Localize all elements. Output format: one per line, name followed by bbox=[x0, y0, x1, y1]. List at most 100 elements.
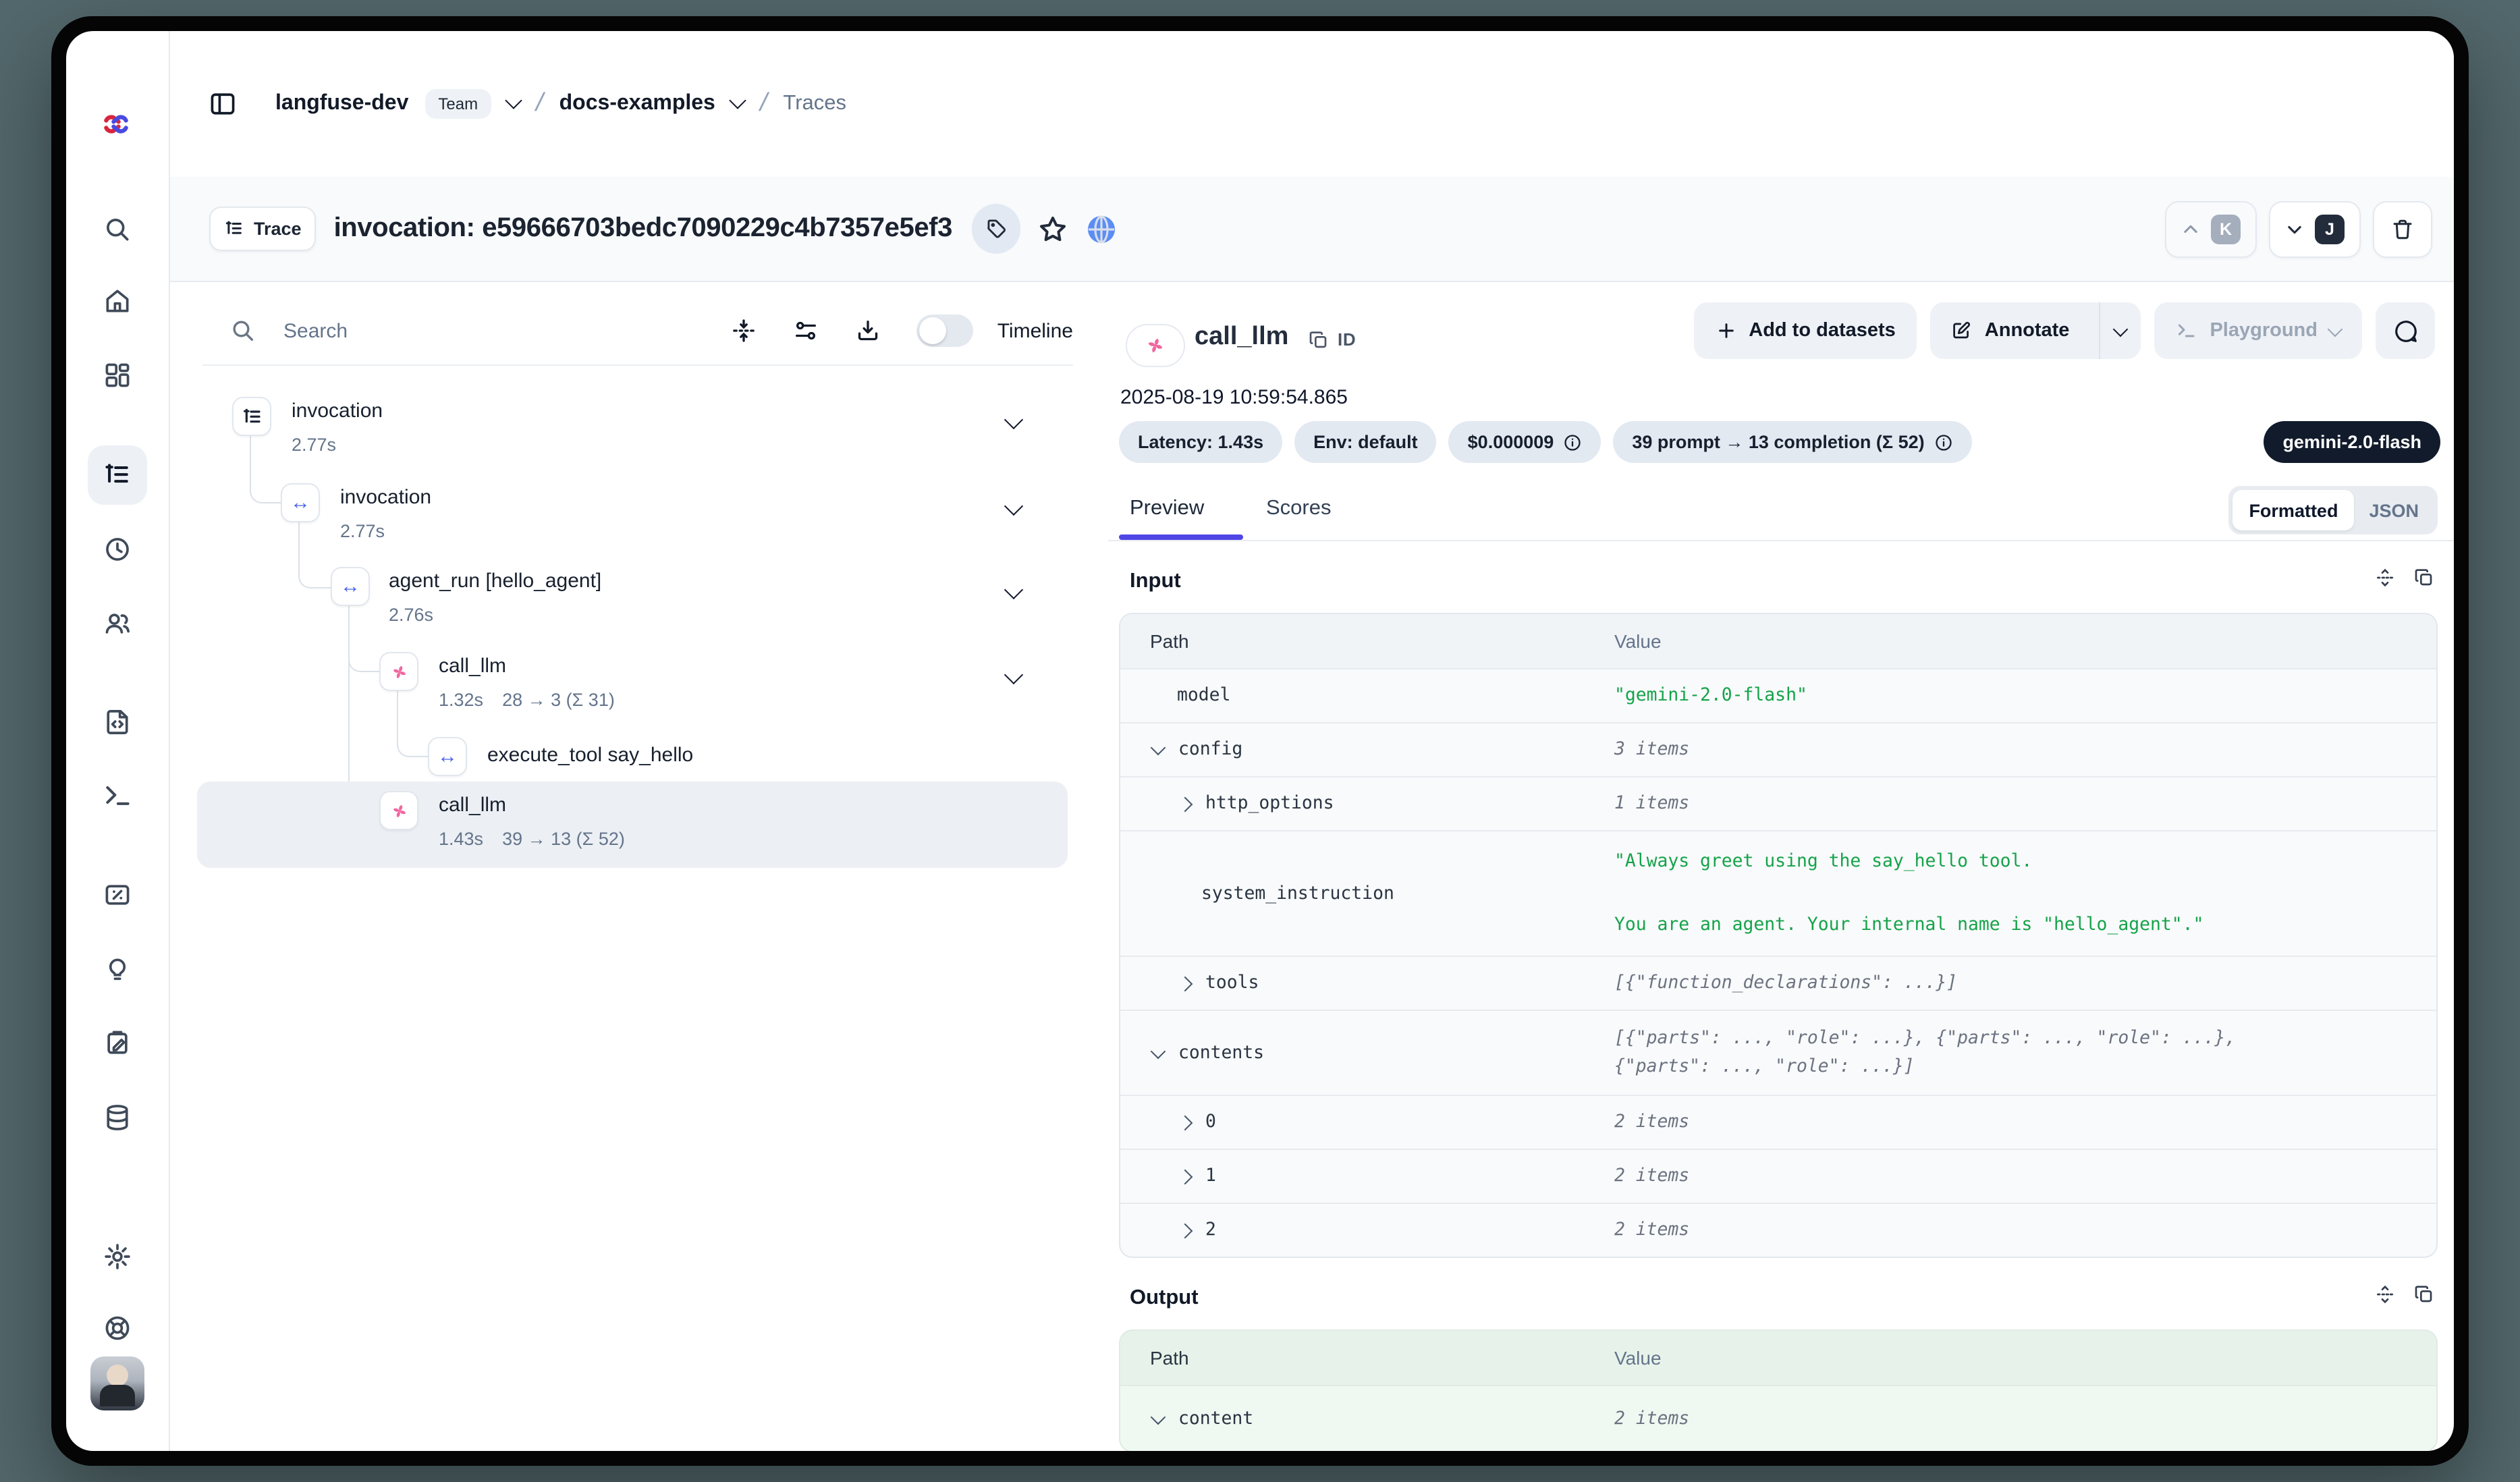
table-row[interactable]: model "gemini-2.0-flash" bbox=[1120, 668, 2436, 722]
format-toggle: Formatted JSON bbox=[2228, 486, 2438, 534]
comments-button[interactable] bbox=[2376, 302, 2435, 359]
generation-icon bbox=[379, 652, 418, 691]
sessions-clock-icon[interactable] bbox=[103, 534, 132, 564]
tags-button[interactable] bbox=[972, 204, 1021, 254]
annotate-button[interactable]: Annotate bbox=[1931, 302, 2087, 359]
search-icon[interactable] bbox=[103, 215, 132, 244]
timeline-label: Timeline bbox=[997, 319, 1073, 342]
expander-open-icon[interactable] bbox=[1150, 740, 1166, 756]
insights-lightbulb-icon[interactable] bbox=[103, 954, 132, 984]
expand-icon[interactable] bbox=[2374, 1284, 2396, 1305]
expander-closed-icon[interactable] bbox=[1177, 1114, 1193, 1130]
observation-detail-panel: call_llm ID Add to datasets Annotate bbox=[1108, 281, 2454, 1451]
playground-terminal-icon[interactable] bbox=[103, 780, 132, 810]
settings-gear-icon[interactable] bbox=[103, 1242, 132, 1271]
home-icon[interactable] bbox=[103, 286, 132, 316]
copy-icon[interactable] bbox=[2413, 1284, 2435, 1305]
breadcrumb-page[interactable]: Traces bbox=[783, 91, 846, 114]
table-row[interactable]: 2 2 items bbox=[1120, 1203, 2436, 1257]
trace-chip-label: Trace bbox=[254, 219, 302, 239]
table-row[interactable]: 0 2 items bbox=[1120, 1095, 2436, 1149]
datasets-database-icon[interactable] bbox=[103, 1103, 132, 1132]
metric-badges: Latency: 1.43s Env: default $0.000009 39… bbox=[1119, 421, 2440, 463]
tab-scores[interactable]: Scores bbox=[1266, 497, 1332, 520]
bookmark-star-icon[interactable] bbox=[1037, 213, 1070, 245]
model-badge[interactable]: gemini-2.0-flash bbox=[2264, 421, 2440, 463]
project-name[interactable]: docs-examples bbox=[559, 91, 715, 114]
user-avatar[interactable] bbox=[90, 1356, 144, 1410]
evaluation-percent-icon[interactable] bbox=[103, 880, 132, 910]
output-table: Path Value content 2 items bbox=[1119, 1329, 2438, 1451]
trace-tree-panel: Timeline invocation 2.77s ↔ bbox=[170, 281, 1108, 1451]
input-table: Path Value model "gemini-2.0-flash" conf… bbox=[1119, 613, 2438, 1258]
public-globe-icon[interactable] bbox=[1086, 213, 1118, 245]
expander-open-icon[interactable] bbox=[1150, 1043, 1166, 1059]
expander-closed-icon[interactable] bbox=[1177, 1222, 1193, 1238]
search-input[interactable] bbox=[281, 318, 583, 344]
expander-closed-icon[interactable] bbox=[1177, 1168, 1193, 1184]
table-row[interactable]: config 3 items bbox=[1120, 722, 2436, 776]
copy-id-icon[interactable] bbox=[1308, 329, 1330, 351]
id-label: ID bbox=[1338, 329, 1357, 350]
table-row[interactable]: tools [{"function_declarations": ...}] bbox=[1120, 956, 2436, 1010]
collapse-all-icon[interactable] bbox=[730, 317, 757, 344]
collapse-chevron-icon[interactable] bbox=[1004, 496, 1024, 516]
download-icon[interactable] bbox=[854, 317, 881, 344]
table-row[interactable]: system_instruction "Always greet using t… bbox=[1120, 830, 2436, 956]
add-to-datasets-button[interactable]: Add to datasets bbox=[1693, 302, 1917, 359]
tree-search-row: Timeline bbox=[202, 297, 1073, 366]
generation-icon bbox=[379, 791, 418, 830]
path-column-header: Path bbox=[1150, 630, 1189, 652]
collapse-chevron-icon[interactable] bbox=[1004, 580, 1024, 600]
org-badge: Team bbox=[424, 88, 492, 118]
json-option[interactable]: JSON bbox=[2369, 500, 2419, 520]
display-settings-icon[interactable] bbox=[792, 317, 819, 344]
langfuse-logo bbox=[101, 109, 134, 142]
tree-connector bbox=[397, 688, 429, 757]
detail-tabs: Preview Scores Formatted JSON bbox=[1108, 483, 2454, 541]
support-lifebuoy-icon[interactable] bbox=[103, 1313, 132, 1343]
sidebar bbox=[66, 31, 170, 1451]
org-name[interactable]: langfuse-dev bbox=[275, 91, 409, 114]
annotation-clipboard-pen-icon[interactable] bbox=[103, 1028, 132, 1058]
tree-connector bbox=[298, 520, 332, 588]
table-row[interactable]: http_options 1 items bbox=[1120, 776, 2436, 830]
project-chevron-icon[interactable] bbox=[729, 92, 746, 109]
observation-title: call_llm bbox=[1195, 323, 1289, 351]
table-row[interactable]: contents [{"parts": ..., "role": ...}, {… bbox=[1120, 1010, 2436, 1095]
span-icon: ↔ bbox=[281, 483, 320, 522]
timeline-toggle[interactable] bbox=[916, 314, 973, 347]
panel-toggle-icon[interactable] bbox=[208, 88, 238, 118]
formatted-option[interactable]: Formatted bbox=[2233, 490, 2355, 530]
users-icon[interactable] bbox=[103, 609, 132, 638]
cost-badge[interactable]: $0.000009 bbox=[1448, 421, 1601, 463]
selected-node-highlight bbox=[197, 781, 1068, 868]
expand-icon[interactable] bbox=[2374, 567, 2396, 588]
expander-open-icon[interactable] bbox=[1150, 1408, 1166, 1425]
collapse-chevron-icon[interactable] bbox=[1004, 410, 1024, 430]
tab-preview[interactable]: Preview bbox=[1130, 497, 1205, 520]
copy-icon[interactable] bbox=[2413, 567, 2435, 588]
expander-closed-icon[interactable] bbox=[1177, 975, 1193, 991]
prompts-file-code-icon[interactable] bbox=[103, 707, 132, 737]
breadcrumb-separator: / bbox=[532, 88, 547, 117]
value-column-header: Value bbox=[1614, 630, 1662, 652]
dashboards-icon[interactable] bbox=[103, 360, 132, 390]
next-trace-button[interactable]: J bbox=[2269, 200, 2361, 257]
table-header-row: Path Value bbox=[1120, 1331, 2436, 1385]
table-row[interactable]: 1 2 items bbox=[1120, 1149, 2436, 1203]
delete-trace-button[interactable] bbox=[2373, 200, 2432, 257]
collapse-chevron-icon[interactable] bbox=[1004, 665, 1024, 685]
org-chevron-icon[interactable] bbox=[505, 92, 522, 109]
playground-button[interactable]: Playground bbox=[2154, 302, 2362, 359]
tracing-icon[interactable] bbox=[103, 460, 132, 490]
tokens-badge[interactable]: 39 prompt → 13 completion (Σ 52) bbox=[1613, 421, 1972, 463]
annotate-dropdown-chevron[interactable] bbox=[2099, 302, 2141, 359]
span-icon: ↔ bbox=[428, 737, 467, 776]
expander-closed-icon[interactable] bbox=[1177, 796, 1193, 812]
previous-trace-button[interactable]: K bbox=[2165, 200, 2257, 257]
app-window: langfuse-dev Team / docs-examples / Trac… bbox=[51, 16, 2469, 1466]
table-row[interactable]: content 2 items bbox=[1120, 1385, 2436, 1451]
observation-timestamp: 2025-08-19 10:59:54.865 bbox=[1120, 386, 1348, 409]
input-section-label: Input bbox=[1130, 570, 1181, 593]
